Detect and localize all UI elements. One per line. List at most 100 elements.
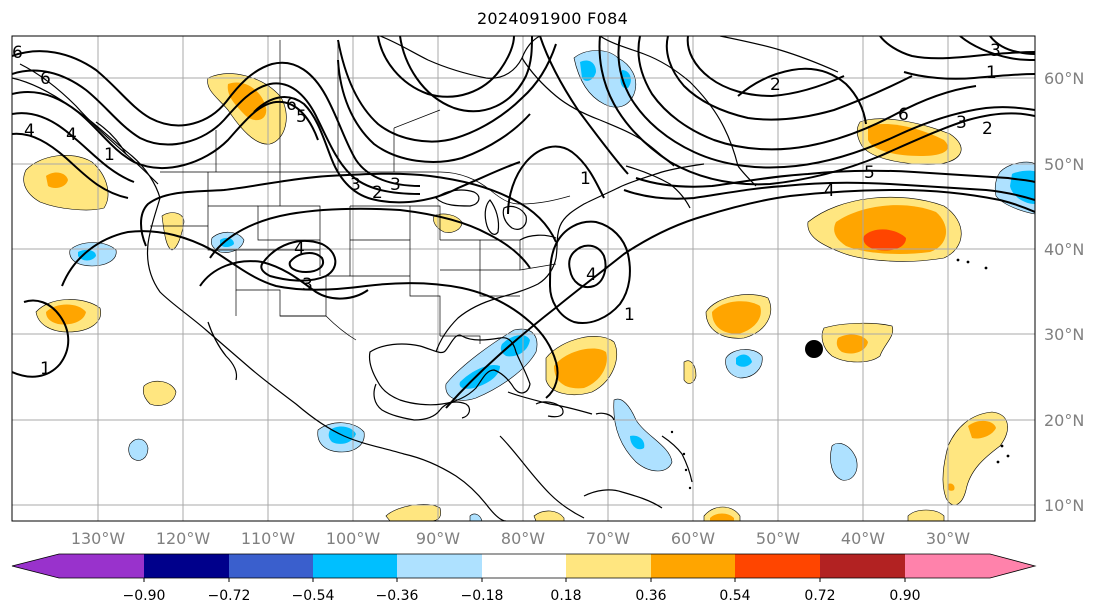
contour-label: 3	[390, 175, 401, 195]
fill-positive-7-core	[554, 348, 607, 389]
lon-label: 40°W	[841, 529, 885, 548]
colorbar-tick-label: 0.72	[804, 588, 835, 604]
map-title: 2024091900 F084	[476, 9, 629, 28]
lat-label: 30°N	[1044, 325, 1084, 344]
contour-label: 6	[12, 43, 23, 63]
fill-positive-11-core	[868, 123, 948, 156]
colorbar-bin	[482, 554, 566, 578]
contour-label: 2	[982, 119, 993, 139]
fill-positive-8-core	[712, 301, 761, 334]
colorbar-bin	[313, 554, 397, 578]
fill-negative-7-core	[630, 435, 645, 450]
colorbar-tick-label: −0.90	[123, 588, 166, 604]
contour-label: 4	[24, 121, 35, 141]
coastlines	[12, 36, 839, 521]
fill-positive-13-dot	[947, 483, 955, 491]
lat-label: 40°N	[1044, 240, 1084, 259]
lon-label: 30°W	[926, 529, 970, 548]
colorbar-tick-label: 0.54	[719, 588, 750, 604]
fill-positive-4-core	[46, 304, 86, 325]
fill-positive-10-core	[836, 334, 868, 354]
fill-positive-16-core	[710, 513, 734, 521]
colorbar-extend-low	[12, 554, 59, 578]
fill-negative-11	[469, 513, 483, 521]
contour-label: 6	[898, 105, 909, 125]
contour-label: 3	[990, 41, 1001, 61]
contour-label: 1	[104, 145, 115, 165]
lat-label: 20°N	[1044, 411, 1084, 430]
fill-negative-6	[128, 438, 149, 461]
fill-negative-1-core2	[620, 70, 631, 89]
map-border	[11, 35, 1036, 522]
lon-label: 110°W	[241, 529, 296, 548]
colorbar-bin	[59, 554, 144, 578]
height-contours	[12, 36, 1035, 409]
lon-label: 90°W	[416, 529, 460, 548]
lon-label: 50°W	[756, 529, 800, 548]
fill-negative-1-core	[580, 60, 596, 81]
lon-label: 60°W	[671, 529, 715, 548]
storm-center-marker	[805, 340, 823, 358]
contour-label: 1	[986, 63, 997, 83]
colorbar-tick-label: 0.36	[635, 588, 666, 604]
lat-label: 50°N	[1044, 155, 1084, 174]
fill-positive-6	[433, 213, 463, 233]
contour-label: 3	[956, 113, 967, 133]
contour-label: 3	[350, 175, 361, 195]
contour-label: 1	[40, 359, 51, 379]
colorbar: −0.90 −0.72 −0.54 −0.36 −0.18 0.18 0.36 …	[11, 553, 1037, 604]
fill-positive-2-core	[46, 172, 68, 188]
islands	[670, 258, 1010, 490]
colorbar-bin	[566, 554, 651, 578]
contour-label: 5	[864, 163, 875, 183]
fill-positive-3	[161, 212, 185, 251]
colorbar-ticks	[143, 578, 906, 582]
colorbar-bin	[144, 554, 229, 578]
colorbar-bin	[229, 554, 313, 578]
contour-label: 4	[66, 125, 77, 145]
colorbar-tick-label: 0.18	[550, 588, 581, 604]
lat-label: 60°N	[1044, 69, 1084, 88]
contour-label: 5	[296, 107, 307, 127]
contour-label: 1	[580, 169, 591, 189]
contour-label: 3	[302, 275, 313, 295]
contour-labels: 6 6 4 4 1 6 5 3 2 3 1 4 3 1 1 4 2 6 5 4 …	[12, 41, 1001, 379]
fill-negative-3-core	[220, 237, 234, 247]
colorbar-outline	[11, 553, 1037, 579]
lon-label: 130°W	[71, 529, 126, 548]
colorbar-extend-high	[990, 554, 1035, 578]
colorbar-tick-label: −0.54	[292, 588, 335, 604]
latitude-labels: 60°N 50°N 40°N 30°N 20°N 10°N	[1044, 69, 1084, 515]
lon-label: 100°W	[326, 529, 381, 548]
colorbar-tick-label: −0.18	[461, 588, 504, 604]
fill-negative-9	[830, 443, 858, 481]
colorbar-tick-label: 0.90	[889, 588, 920, 604]
colorbar-tick-label: −0.72	[208, 588, 251, 604]
fill-positive-13-core	[968, 420, 996, 439]
lon-label: 120°W	[156, 529, 211, 548]
fill-negative-2-core	[78, 249, 96, 261]
fill-positive-17	[907, 509, 945, 521]
contour-label: 4	[294, 239, 305, 259]
colorbar-bin	[905, 554, 990, 578]
contour-label: 6	[40, 69, 51, 89]
contour-label: 1	[624, 305, 635, 325]
colorbar-bin	[820, 554, 905, 578]
lat-label: 10°N	[1044, 496, 1084, 515]
fill-negative-7	[613, 398, 673, 472]
contour-label: 6	[286, 95, 297, 115]
lon-label: 80°W	[501, 529, 545, 548]
fill-negative-8-core	[736, 354, 752, 367]
colorbar-bin	[735, 554, 820, 578]
fill-positive-12-peak	[863, 229, 906, 251]
fill-positive-12-core	[834, 205, 947, 254]
fill-positive-5	[142, 380, 177, 406]
fill-positive-13	[942, 411, 1008, 506]
contour-label: 4	[586, 265, 597, 285]
colorbar-bin	[397, 554, 482, 578]
colorbar-bin	[651, 554, 735, 578]
longitude-labels: 130°W 120°W 110°W 100°W 90°W 80°W 70°W 6…	[71, 529, 970, 548]
contour-label: 2	[372, 183, 383, 203]
colorbar-tick-label: −0.36	[376, 588, 419, 604]
